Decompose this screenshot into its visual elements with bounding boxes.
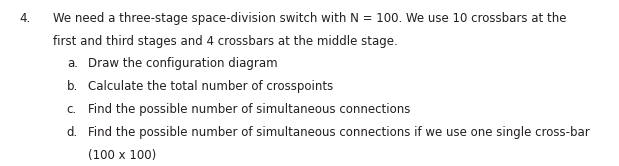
Text: Find the possible number of simultaneous connections: Find the possible number of simultaneous… bbox=[88, 103, 410, 116]
Text: Calculate the total number of crosspoints: Calculate the total number of crosspoint… bbox=[88, 80, 333, 93]
Text: b.: b. bbox=[67, 80, 78, 93]
Text: We need a three-stage space-division switch with N = 100. We use 10 crossbars at: We need a three-stage space-division swi… bbox=[53, 12, 566, 25]
Text: c.: c. bbox=[67, 103, 77, 116]
Text: (100 x 100): (100 x 100) bbox=[88, 149, 156, 162]
Text: Draw the configuration diagram: Draw the configuration diagram bbox=[88, 57, 277, 70]
Text: a.: a. bbox=[67, 57, 78, 70]
Text: 4.: 4. bbox=[20, 12, 31, 25]
Text: first and third stages and 4 crossbars at the middle stage.: first and third stages and 4 crossbars a… bbox=[53, 35, 397, 47]
Text: d.: d. bbox=[67, 126, 78, 139]
Text: Find the possible number of simultaneous connections if we use one single cross-: Find the possible number of simultaneous… bbox=[88, 126, 590, 139]
